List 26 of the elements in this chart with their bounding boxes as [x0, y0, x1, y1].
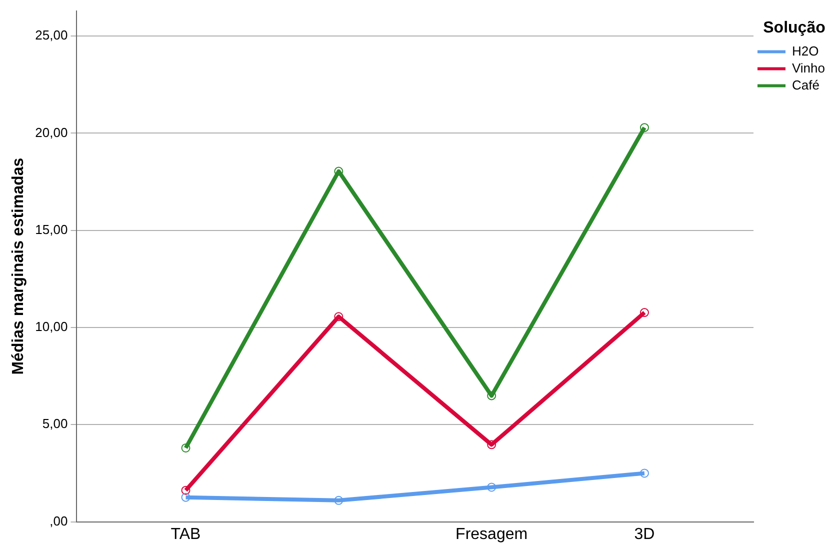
y-tick-label: 10,00 [35, 319, 68, 334]
y-tick-label: 15,00 [35, 222, 68, 237]
y-tick-label: 20,00 [35, 124, 68, 140]
point [181, 492, 190, 502]
point [640, 123, 649, 132]
point [334, 496, 344, 505]
legend-title: Solução [763, 19, 826, 36]
y-tick-label: 5,00 [42, 416, 68, 432]
x-tick-label: 3D [634, 526, 655, 543]
point [487, 440, 496, 450]
point [640, 468, 649, 478]
point [334, 312, 344, 322]
point [181, 443, 190, 452]
point [334, 166, 344, 176]
y-axis-title: Médias marginais estimadas [10, 158, 28, 375]
y-tick-label: 25,00 [35, 28, 68, 43]
point [487, 391, 496, 400]
legend-label: Café [792, 77, 820, 92]
point [640, 308, 649, 318]
x-tick-label: Fresagem [456, 526, 528, 543]
legend-label: H2O [792, 43, 819, 58]
point [487, 482, 496, 492]
x-tick-label: TAB [170, 526, 201, 543]
point [181, 486, 190, 495]
legend-label: Vinho [792, 60, 825, 76]
y-tick-label: ,00 [50, 513, 68, 528]
